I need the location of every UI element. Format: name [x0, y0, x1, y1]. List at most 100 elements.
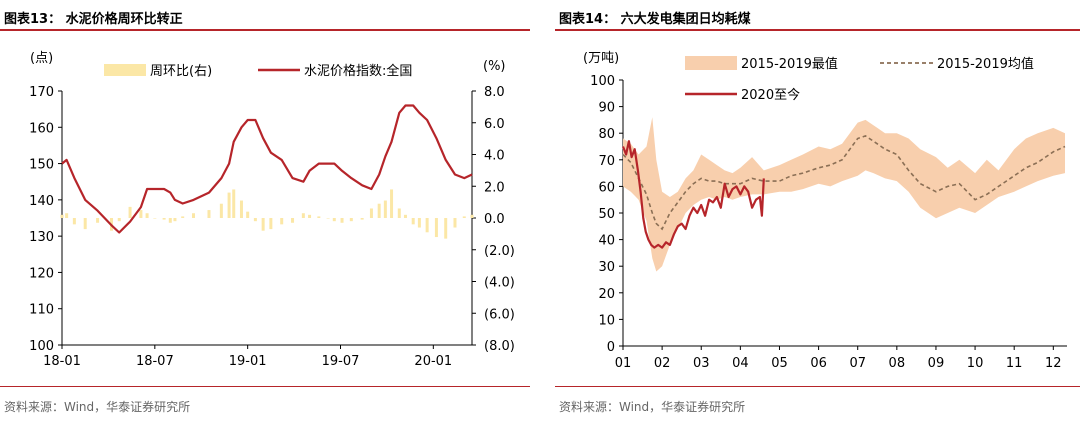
wow-bar	[369, 208, 373, 218]
wow-bar	[434, 218, 438, 238]
y-tick-label: 70	[598, 154, 615, 169]
y2-tick-label: (6.0)	[484, 307, 515, 322]
mean-line-2015-2019	[622, 135, 1066, 231]
wow-bar	[326, 218, 330, 219]
x-tick-label: 06	[810, 356, 827, 371]
wow-bar	[261, 218, 265, 231]
y-tick-label: 90	[598, 101, 615, 116]
wow-bar	[145, 213, 149, 218]
y2-tick-label: (2.0)	[484, 244, 515, 259]
x-tick-label: 18-01	[43, 354, 81, 369]
wow-bar	[470, 214, 474, 218]
wow-bar	[60, 214, 64, 218]
y2-tick-label: 4.0	[484, 149, 505, 164]
legend-label-wow: 周环比(右)	[150, 64, 212, 79]
range-band-2015-2019	[623, 117, 1065, 272]
wow-bar	[453, 218, 457, 228]
cement-price-chart: 100 110 120 130 140 150 160 170 8.0 6.0 4.0 2.0 0.0 (…	[29, 51, 515, 369]
wow-bar	[219, 203, 223, 218]
wow-bar	[411, 218, 415, 225]
y2-tick-label: 6.0	[484, 117, 505, 132]
x-tick-label: 03	[693, 356, 710, 371]
legend-label-mean: 2015-2019均值	[937, 56, 1034, 72]
wow-bar	[383, 200, 387, 218]
y-tick-label: 150	[29, 158, 54, 173]
source-rule	[555, 386, 1080, 387]
wow-bar	[246, 211, 250, 218]
wow-bar	[444, 218, 448, 239]
wow-bar	[462, 216, 466, 218]
wow-bar	[96, 218, 100, 223]
wow-bar	[162, 218, 166, 220]
wow-bar	[207, 210, 211, 218]
wow-bar	[117, 218, 121, 222]
y-axis-unit: (万吨)	[583, 51, 619, 66]
y-tick-label: 100	[29, 339, 54, 354]
y-tick-label: 40	[598, 234, 615, 249]
y-tick-label: 30	[598, 260, 615, 275]
wow-bar	[239, 200, 243, 218]
wow-bar	[83, 218, 87, 230]
wow-bar	[291, 218, 295, 223]
coal-consumption-chart: 0 10 20 30 40 50 60 70 80 90 100 01 02 03 04 05 06 07 08 09…	[583, 51, 1067, 371]
x-tick-label: 18-07	[136, 354, 174, 369]
right-chart-panel: 图表14： 六大发电集团日均耗煤 0 10 20 30 40 50 60 70 80 90 100 0…	[555, 0, 1080, 426]
wow-bar	[317, 216, 321, 218]
wow-bar	[232, 189, 236, 218]
y2-tick-label: (4.0)	[484, 276, 515, 291]
y-tick-label: 170	[29, 85, 54, 100]
price-index-line	[61, 104, 473, 234]
wow-bar	[128, 206, 132, 218]
x-tick-label: 20-01	[414, 354, 452, 369]
y2-tick-label: (8.0)	[484, 339, 515, 354]
wow-bar	[349, 218, 353, 222]
title-rule	[555, 29, 1080, 31]
x-tick-label: 19-01	[229, 354, 267, 369]
x-tick-label: 04	[732, 356, 749, 371]
legend-swatch-band	[685, 56, 737, 70]
wow-bar	[153, 218, 157, 219]
x-tick-label: 12	[1045, 356, 1062, 371]
wow-bar	[181, 216, 185, 218]
wow-bar	[417, 218, 421, 228]
title-rule	[0, 29, 530, 31]
wow-bar	[72, 218, 76, 225]
wow-bar	[168, 218, 172, 223]
wow-bar	[390, 189, 394, 218]
wow-bar	[192, 213, 196, 218]
x-tick-label: 11	[1006, 356, 1023, 371]
legend-swatch-wow	[104, 64, 146, 76]
wow-bar	[377, 203, 381, 218]
y-tick-label: 120	[29, 266, 54, 281]
source-rule	[0, 386, 530, 387]
y-tick-label: 60	[598, 180, 615, 195]
x-tick-label: 10	[967, 356, 984, 371]
figure-title: 图表13： 水泥价格周环比转正	[4, 12, 183, 27]
wow-bar	[308, 214, 312, 218]
figure-title: 图表14： 六大发电集团日均耗煤	[559, 12, 751, 27]
wow-bar	[139, 210, 143, 218]
y-tick-label: 160	[29, 121, 54, 136]
y-tick-label: 20	[598, 287, 615, 302]
wow-bar	[65, 213, 69, 218]
y-tick-label: 100	[590, 74, 615, 89]
source-note: 资料来源：Wind，华泰证券研究所	[559, 400, 746, 414]
y2-tick-label: 2.0	[484, 180, 505, 195]
legend-label-2020: 2020至今	[741, 87, 800, 103]
y-tick-label: 130	[29, 230, 54, 245]
legend-label-band: 2015-2019最值	[741, 56, 838, 72]
wow-bar	[280, 218, 284, 225]
source-note: 资料来源：Wind，华泰证券研究所	[4, 400, 191, 414]
wow-bar	[360, 218, 364, 220]
y-axis-unit: (点)	[30, 51, 53, 66]
y-tick-label: 50	[598, 207, 615, 222]
wow-bar	[403, 214, 407, 218]
y-tick-label: 110	[29, 303, 54, 318]
wow-bar	[269, 218, 273, 230]
wow-bar	[227, 192, 231, 218]
x-tick-label: 05	[771, 356, 788, 371]
y2-tick-label: 8.0	[484, 85, 505, 100]
x-tick-label: 08	[889, 356, 906, 371]
x-tick-label: 07	[849, 356, 866, 371]
x-tick-label: 01	[615, 356, 632, 371]
